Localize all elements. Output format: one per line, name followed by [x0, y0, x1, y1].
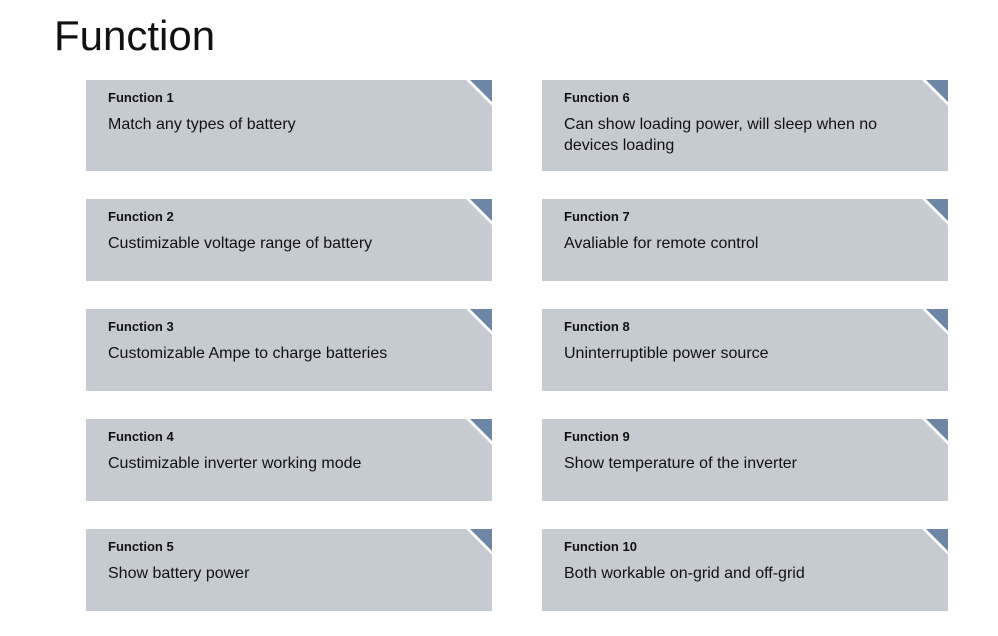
page: Function Function 1 Match any types of b…: [0, 0, 998, 636]
function-card: Function 6 Can show loading power, will …: [542, 80, 948, 171]
corner-triangle-icon: [926, 199, 948, 221]
function-label: Function 7: [564, 209, 926, 224]
function-label: Function 5: [108, 539, 470, 554]
function-card: Function 4 Custimizable inverter working…: [86, 419, 492, 501]
function-card: Function 3 Customizable Ampe to charge b…: [86, 309, 492, 391]
grid-row: Function 1 Match any types of battery Fu…: [86, 80, 948, 171]
page-title: Function: [54, 12, 998, 60]
function-card: Function 10 Both workable on-grid and of…: [542, 529, 948, 611]
corner-triangle-icon: [470, 199, 492, 221]
function-label: Function 1: [108, 90, 470, 105]
grid-row: Function 3 Customizable Ampe to charge b…: [86, 309, 948, 391]
function-description: Show battery power: [108, 564, 470, 585]
function-label: Function 3: [108, 319, 470, 334]
function-grid: Function 1 Match any types of battery Fu…: [0, 80, 998, 611]
corner-triangle-icon: [926, 309, 948, 331]
function-description: Can show loading power, will sleep when …: [564, 115, 926, 157]
function-label: Function 2: [108, 209, 470, 224]
corner-triangle-icon: [470, 529, 492, 551]
function-description: Custimizable inverter working mode: [108, 454, 470, 475]
grid-row: Function 4 Custimizable inverter working…: [86, 419, 948, 501]
function-description: Show temperature of the inverter: [564, 454, 926, 475]
function-description: Match any types of battery: [108, 115, 470, 136]
corner-triangle-icon: [470, 80, 492, 102]
function-card: Function 8 Uninterruptible power source: [542, 309, 948, 391]
function-label: Function 8: [564, 319, 926, 334]
function-description: Custimizable voltage range of battery: [108, 234, 470, 255]
function-card: Function 7 Avaliable for remote control: [542, 199, 948, 281]
function-description: Customizable Ampe to charge batteries: [108, 344, 470, 365]
corner-triangle-icon: [926, 419, 948, 441]
function-description: Uninterruptible power source: [564, 344, 926, 365]
corner-triangle-icon: [470, 419, 492, 441]
function-description: Both workable on-grid and off-grid: [564, 564, 926, 585]
corner-triangle-icon: [926, 529, 948, 551]
function-card: Function 9 Show temperature of the inver…: [542, 419, 948, 501]
grid-row: Function 2 Custimizable voltage range of…: [86, 199, 948, 281]
function-label: Function 10: [564, 539, 926, 554]
function-card: Function 2 Custimizable voltage range of…: [86, 199, 492, 281]
grid-row: Function 5 Show battery power Function 1…: [86, 529, 948, 611]
function-card: Function 5 Show battery power: [86, 529, 492, 611]
function-label: Function 9: [564, 429, 926, 444]
corner-triangle-icon: [470, 309, 492, 331]
function-description: Avaliable for remote control: [564, 234, 926, 255]
function-card: Function 1 Match any types of battery: [86, 80, 492, 171]
corner-triangle-icon: [926, 80, 948, 102]
function-label: Function 6: [564, 90, 926, 105]
function-label: Function 4: [108, 429, 470, 444]
